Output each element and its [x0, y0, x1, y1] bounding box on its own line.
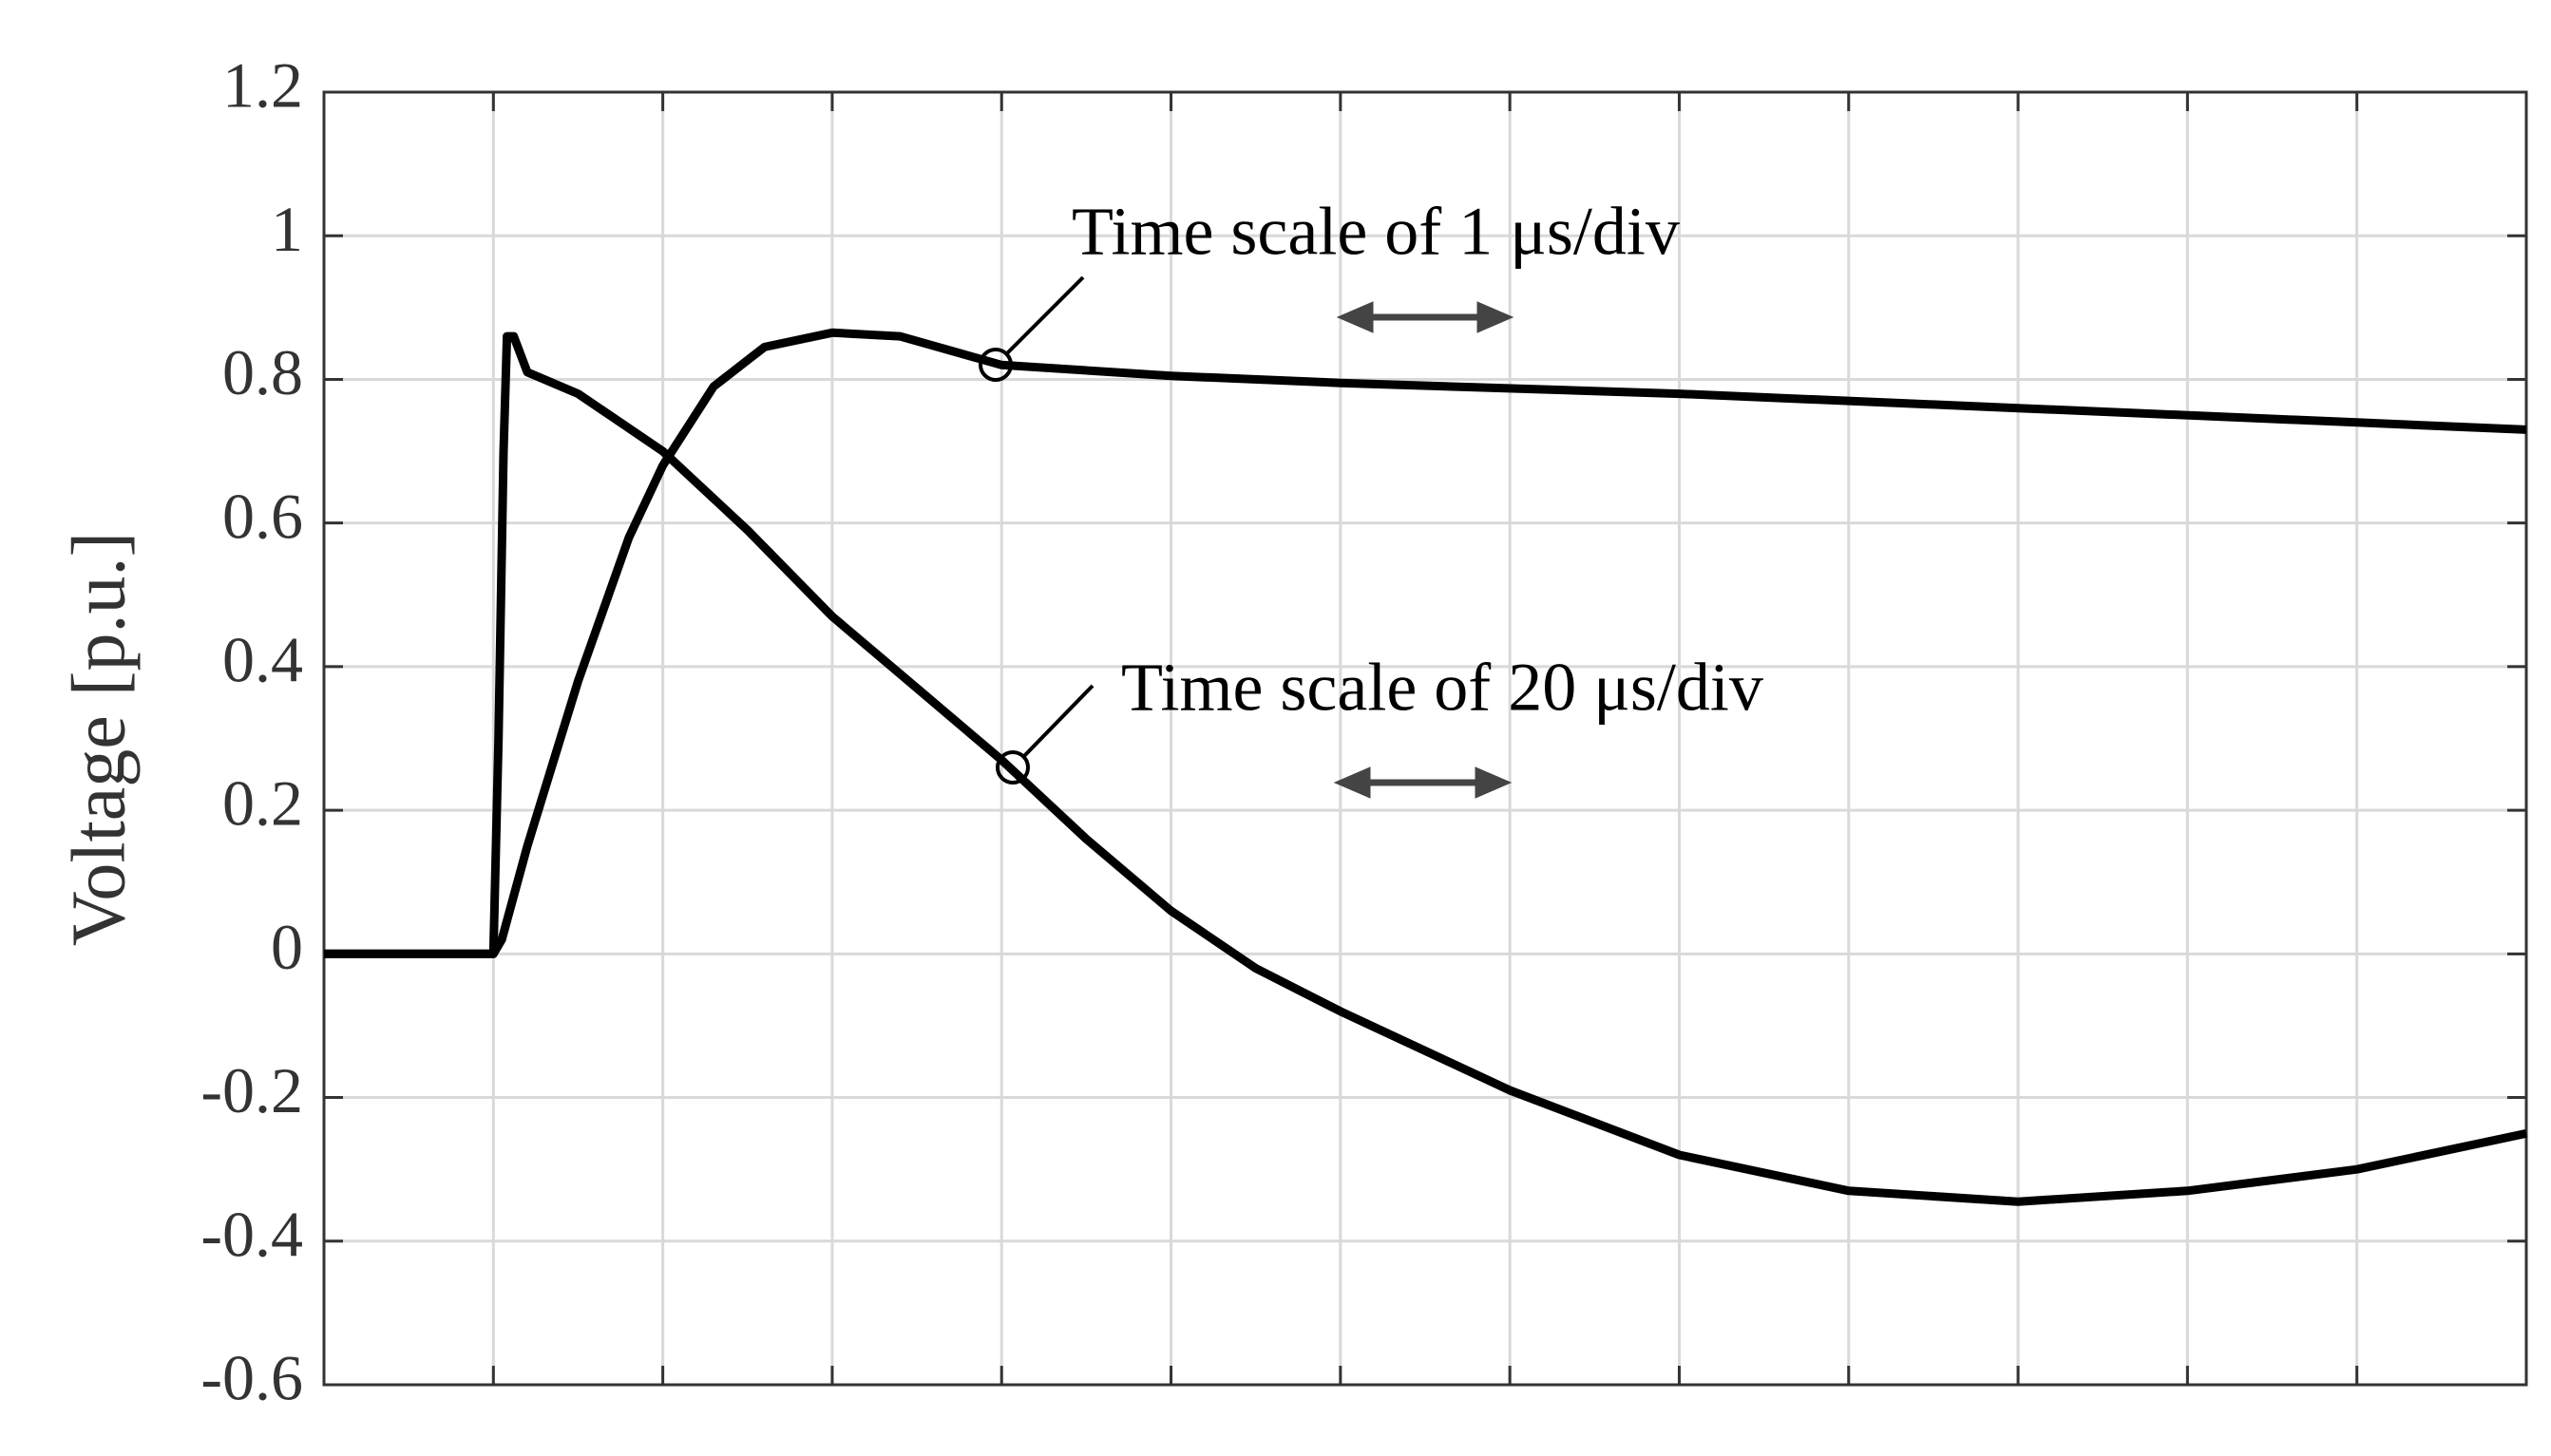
y-tick-label: 0.4 [222, 623, 303, 695]
annotation: Time scale of 1 μs/div [1072, 194, 1680, 270]
y-tick-label: 0.6 [222, 480, 303, 552]
annotation: Time scale of 20 μs/div [1121, 650, 1763, 726]
arrows [1333, 301, 1514, 799]
arrow-head [1476, 301, 1514, 333]
y-tick-label: -0.2 [200, 1054, 303, 1126]
y-tick-label: 0.2 [222, 767, 303, 840]
annotation-leader [1021, 684, 1095, 759]
series-line [324, 328, 2527, 958]
y-tick-label: 1.2 [222, 49, 303, 122]
y-tick-label: 0 [271, 911, 303, 983]
y-tick-label: -0.6 [200, 1342, 303, 1414]
series-line [324, 331, 2527, 1206]
annotation-marker [979, 348, 1013, 382]
y-axis-label: Voltage [p.u.] [57, 532, 141, 946]
arrow-head [1333, 766, 1371, 799]
y-tick-label: -0.4 [200, 1198, 303, 1270]
annotation-marker [996, 750, 1030, 785]
y-tick-label: 0.8 [222, 336, 303, 408]
arrow-head [1336, 301, 1374, 333]
arrow-head [1475, 766, 1513, 799]
annotation-leader [1004, 275, 1085, 356]
plot-frame [322, 90, 2528, 1387]
y-tick-label: 1 [271, 193, 303, 265]
